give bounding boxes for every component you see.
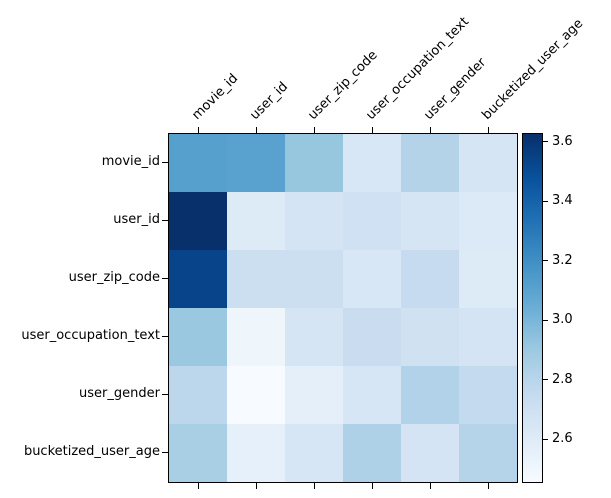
x-tick-label: user_occupation_text <box>363 14 473 124</box>
axis-tick-mark <box>543 260 548 262</box>
heatmap-cell <box>459 424 517 482</box>
axis-tick-mark <box>371 127 373 133</box>
axis-tick-mark <box>543 438 548 440</box>
heatmap-cell <box>227 308 285 366</box>
heatmap-cell <box>401 192 459 250</box>
heatmap-cell <box>227 192 285 250</box>
heatmap-cell <box>401 134 459 192</box>
heatmap-cell <box>343 424 401 482</box>
colorbar-tick-label: 2.8 <box>552 371 573 387</box>
heatmap-cell <box>285 192 343 250</box>
y-tick-label: bucketized_user_age <box>23 444 160 459</box>
axis-tick-mark <box>543 319 548 321</box>
y-tick-label: user_gender <box>79 386 160 401</box>
heatmap-cell <box>401 424 459 482</box>
heatmap-axes <box>168 133 518 483</box>
axis-tick-mark <box>429 127 431 133</box>
axis-tick-mark <box>162 335 168 337</box>
heatmap-cell <box>343 366 401 424</box>
axis-tick-mark <box>162 219 168 221</box>
heatmap-cell <box>285 366 343 424</box>
axis-tick-mark <box>255 127 257 133</box>
axis-tick-mark <box>197 127 199 133</box>
heatmap-cell <box>169 308 227 366</box>
axis-tick-mark <box>197 483 199 489</box>
heatmap-cell <box>227 424 285 482</box>
heatmap-cell <box>227 366 285 424</box>
heatmap-cell <box>459 366 517 424</box>
y-tick-label: user_occupation_text <box>21 328 160 343</box>
heatmap-cell <box>285 308 343 366</box>
y-tick-label: user_zip_code <box>68 270 160 285</box>
axis-tick-mark <box>371 483 373 489</box>
x-tick-label: bucketized_user_age <box>479 16 587 124</box>
heatmap-cell <box>169 424 227 482</box>
y-tick-label: user_id <box>113 212 160 227</box>
colorbar-tick-label: 3.0 <box>552 312 573 328</box>
axis-tick-mark <box>429 483 431 489</box>
axis-tick-mark <box>162 161 168 163</box>
heatmap-cell <box>169 366 227 424</box>
heatmap-cell <box>459 308 517 366</box>
y-tick-label: movie_id <box>101 154 160 169</box>
heatmap-cell <box>169 250 227 308</box>
axis-tick-mark <box>543 200 548 202</box>
axis-tick-mark <box>487 127 489 133</box>
axis-tick-mark <box>543 141 548 143</box>
axis-tick-mark <box>162 451 168 453</box>
heatmap-cell <box>285 424 343 482</box>
heatmap-cell <box>459 134 517 192</box>
heatmap-cell <box>169 192 227 250</box>
colorbar-tick-label: 3.6 <box>552 133 573 149</box>
axis-tick-mark <box>162 277 168 279</box>
heatmap-cell <box>459 192 517 250</box>
heatmap-cell <box>227 134 285 192</box>
axis-tick-mark <box>543 379 548 381</box>
heatmap-cell <box>285 250 343 308</box>
colorbar-tick-label: 3.4 <box>552 193 573 209</box>
heatmap-cell <box>343 250 401 308</box>
heatmap-cell <box>401 250 459 308</box>
colorbar <box>522 133 543 483</box>
x-tick-label: user_id <box>247 79 292 123</box>
heatmap-cell <box>343 134 401 192</box>
x-tick-label: movie_id <box>189 71 242 123</box>
heatmap-cell <box>401 366 459 424</box>
heatmap-cell <box>227 250 285 308</box>
heatmap-cell <box>169 134 227 192</box>
heatmap-cell <box>343 192 401 250</box>
heatmap-cell <box>343 308 401 366</box>
axis-tick-mark <box>313 483 315 489</box>
colorbar-tick-label: 2.6 <box>552 431 573 447</box>
heatmap-cell <box>401 308 459 366</box>
axis-tick-mark <box>487 483 489 489</box>
heatmap-cell <box>459 250 517 308</box>
axis-tick-mark <box>255 483 257 489</box>
colorbar-tick-label: 3.2 <box>552 252 573 268</box>
axis-tick-mark <box>162 393 168 395</box>
heatmap-cell <box>285 134 343 192</box>
axis-tick-mark <box>313 127 315 133</box>
